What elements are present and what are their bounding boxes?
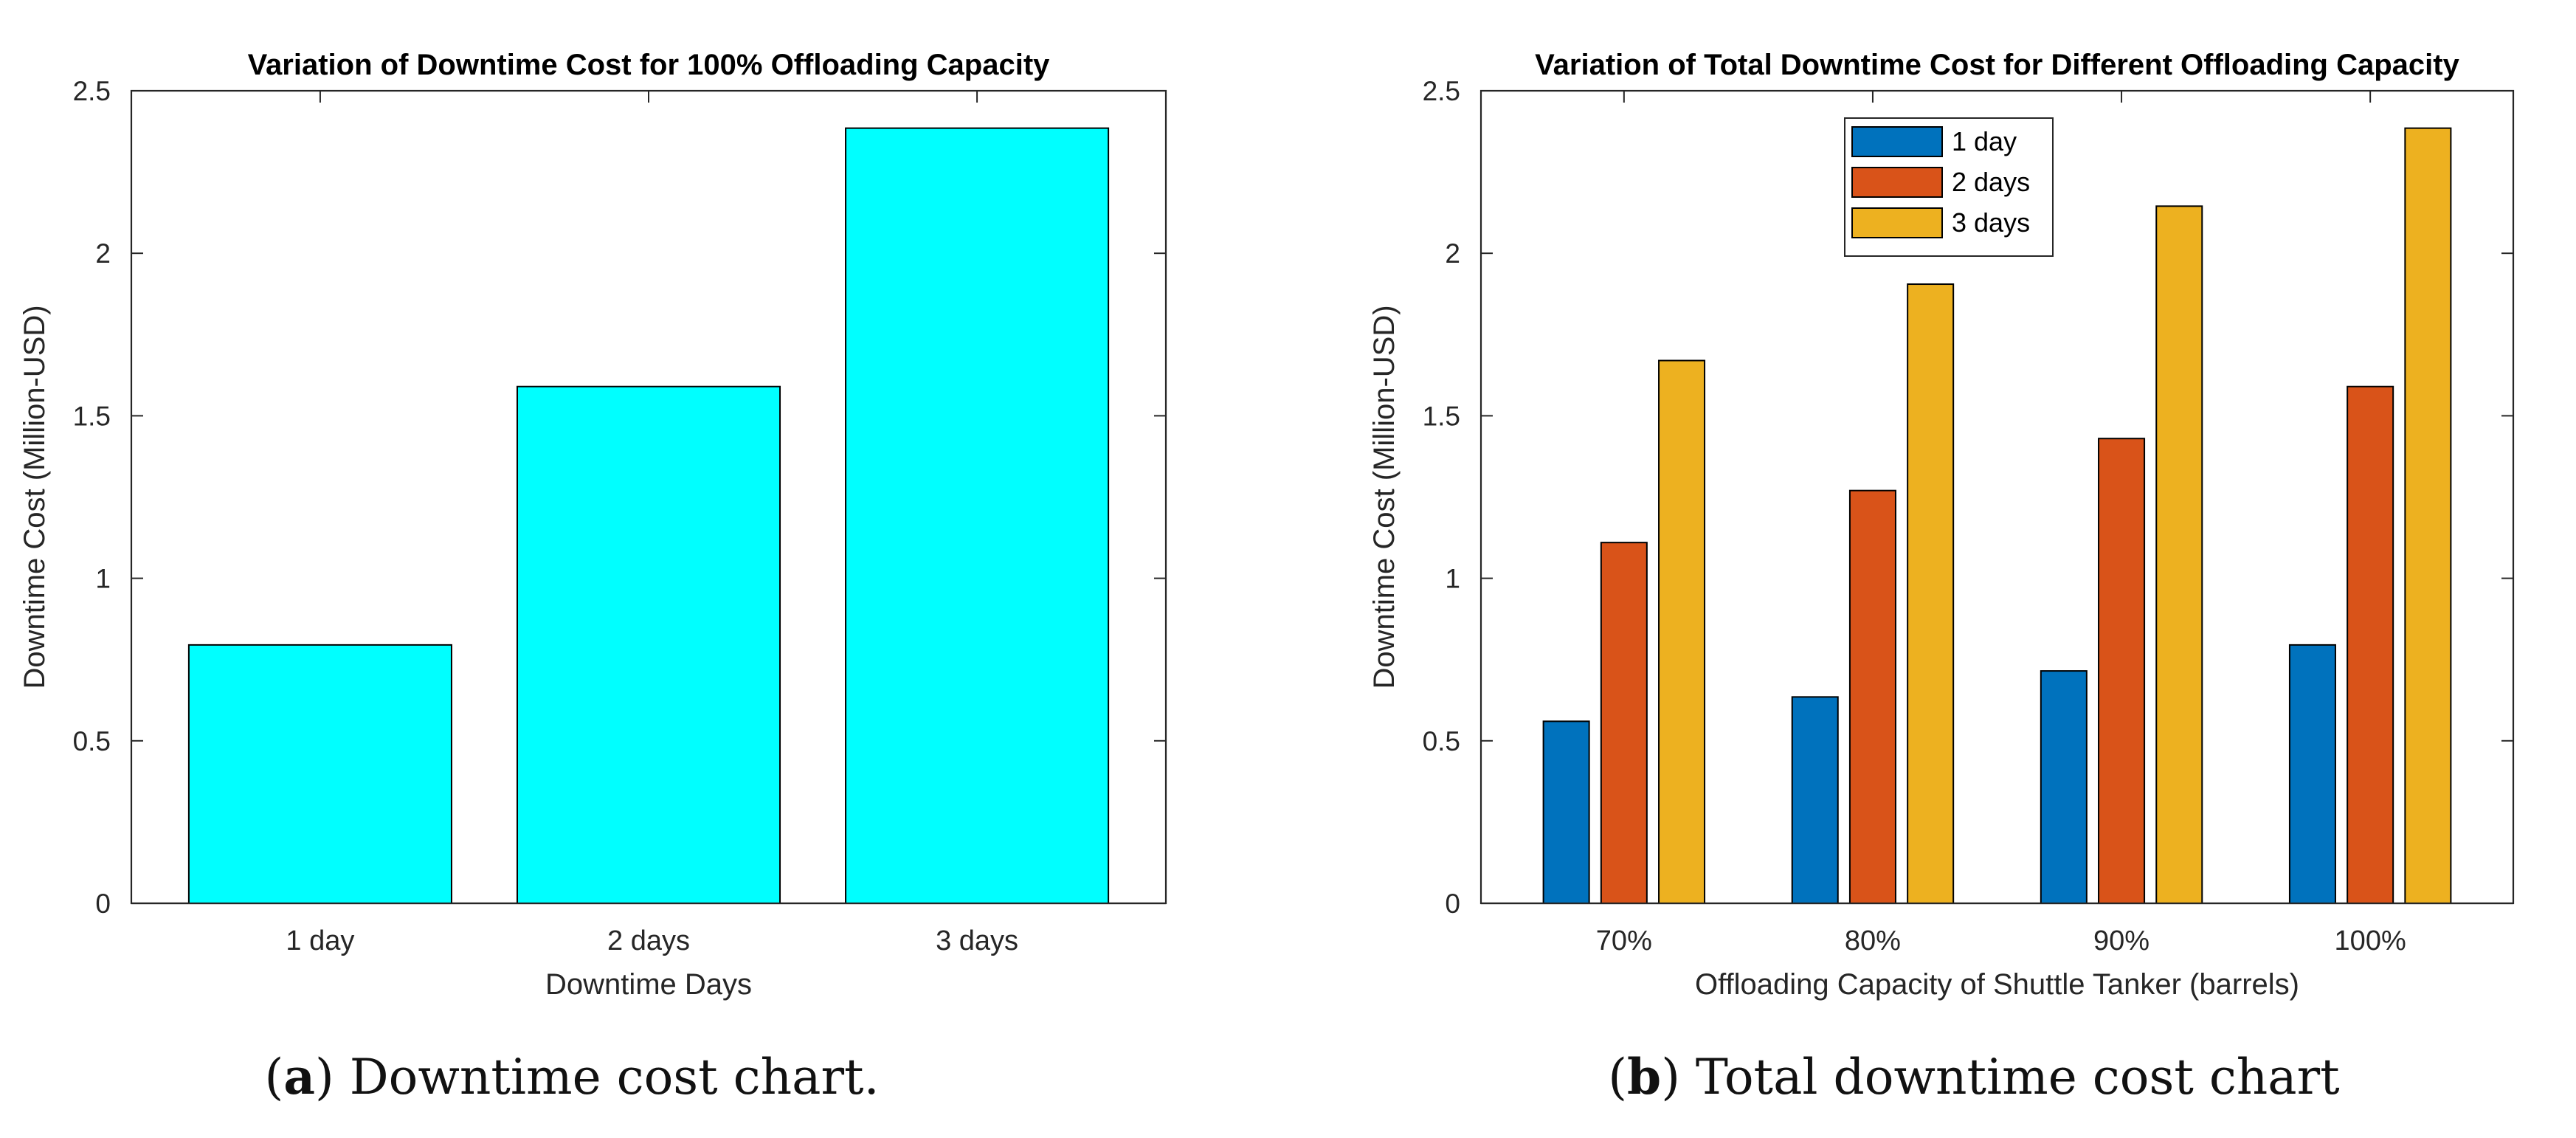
legend: 1 day 2 days 3 days	[1844, 117, 2054, 257]
x-tick-label: 70%	[1596, 925, 1652, 956]
legend-swatch	[1851, 167, 1943, 198]
bar-2-days	[2098, 438, 2146, 904]
bar-3-days	[1907, 283, 1955, 904]
bar-3-days	[1658, 359, 1706, 905]
chart-downtime-cost: 0 0.5 1 1.5 2 2.5 Variation of Downtime Cost f…	[18, 49, 1167, 1001]
bar-2-days	[1848, 489, 1896, 904]
bar	[187, 644, 452, 905]
x-tick-label: 100%	[2335, 925, 2406, 956]
bar-1-day	[1791, 696, 1839, 904]
y-tick-label: 2.5	[73, 76, 111, 106]
caption-a-letter: a	[283, 1048, 315, 1106]
y-tick-label: 2	[1445, 238, 1460, 269]
chart-title: Variation of Total Downtime Cost for Dif…	[1535, 49, 2459, 81]
bar-2-days	[1600, 542, 1648, 904]
y-tick-label: 0.5	[1423, 726, 1460, 756]
y-tick-label: 0	[95, 889, 111, 919]
y-tick-label: 1	[95, 564, 111, 594]
legend-label: 3 days	[1952, 207, 2030, 238]
caption-b-text: Total downtime cost chart	[1679, 1049, 2340, 1106]
x-tick-label: 90%	[2093, 925, 2149, 956]
legend-label: 1 day	[1952, 126, 2017, 156]
chart-total-downtime-cost: 0 0.5 1 1.5 2 2.5 Variation of Total Downtime …	[1368, 49, 2515, 1001]
caption-a: (a) Downtime cost chart.	[264, 1048, 880, 1106]
y-tick-label: 1	[1445, 564, 1460, 594]
x-axis-label: Downtime Days	[545, 968, 752, 1001]
legend-label: 2 days	[1952, 167, 2030, 197]
y-tick-label: 0.5	[73, 726, 111, 756]
x-tick-label: 1 day	[286, 925, 354, 956]
x-axis-label: Offloading Capacity of Shuttle Tanker (b…	[1695, 968, 2299, 1001]
caption-b: (b) Total downtime cost chart	[1608, 1048, 2340, 1106]
y-tick-label: 1.5	[1423, 401, 1460, 431]
chart-title: Variation of Downtime Cost for 100% Offl…	[248, 49, 1051, 81]
bar-2-days	[2347, 385, 2394, 904]
y-tick-label: 0	[1445, 889, 1460, 919]
caption-b-letter: b	[1627, 1048, 1662, 1106]
bar	[516, 385, 781, 904]
caption-a-text: Downtime cost chart.	[334, 1049, 880, 1106]
y-axis-label: Downtime Cost (Million-USD)	[18, 305, 51, 689]
y-tick-label: 1.5	[73, 401, 111, 431]
bar-1-day	[2040, 670, 2088, 904]
legend-swatch	[1851, 207, 1943, 238]
bar	[845, 127, 1110, 904]
y-axis-label: Downtime Cost (Million-USD)	[1368, 305, 1401, 689]
bar-1-day	[2288, 644, 2336, 905]
x-tick-label: 80%	[1845, 925, 1901, 956]
x-tick-label: 2 days	[607, 925, 690, 956]
y-tick-label: 2.5	[1423, 76, 1460, 106]
legend-swatch	[1851, 126, 1943, 157]
bar-3-days	[2155, 205, 2203, 905]
y-tick-label: 2	[95, 238, 111, 269]
x-tick-label: 3 days	[936, 925, 1018, 956]
bar-3-days	[2404, 127, 2452, 904]
bar-1-day	[1542, 720, 1590, 904]
